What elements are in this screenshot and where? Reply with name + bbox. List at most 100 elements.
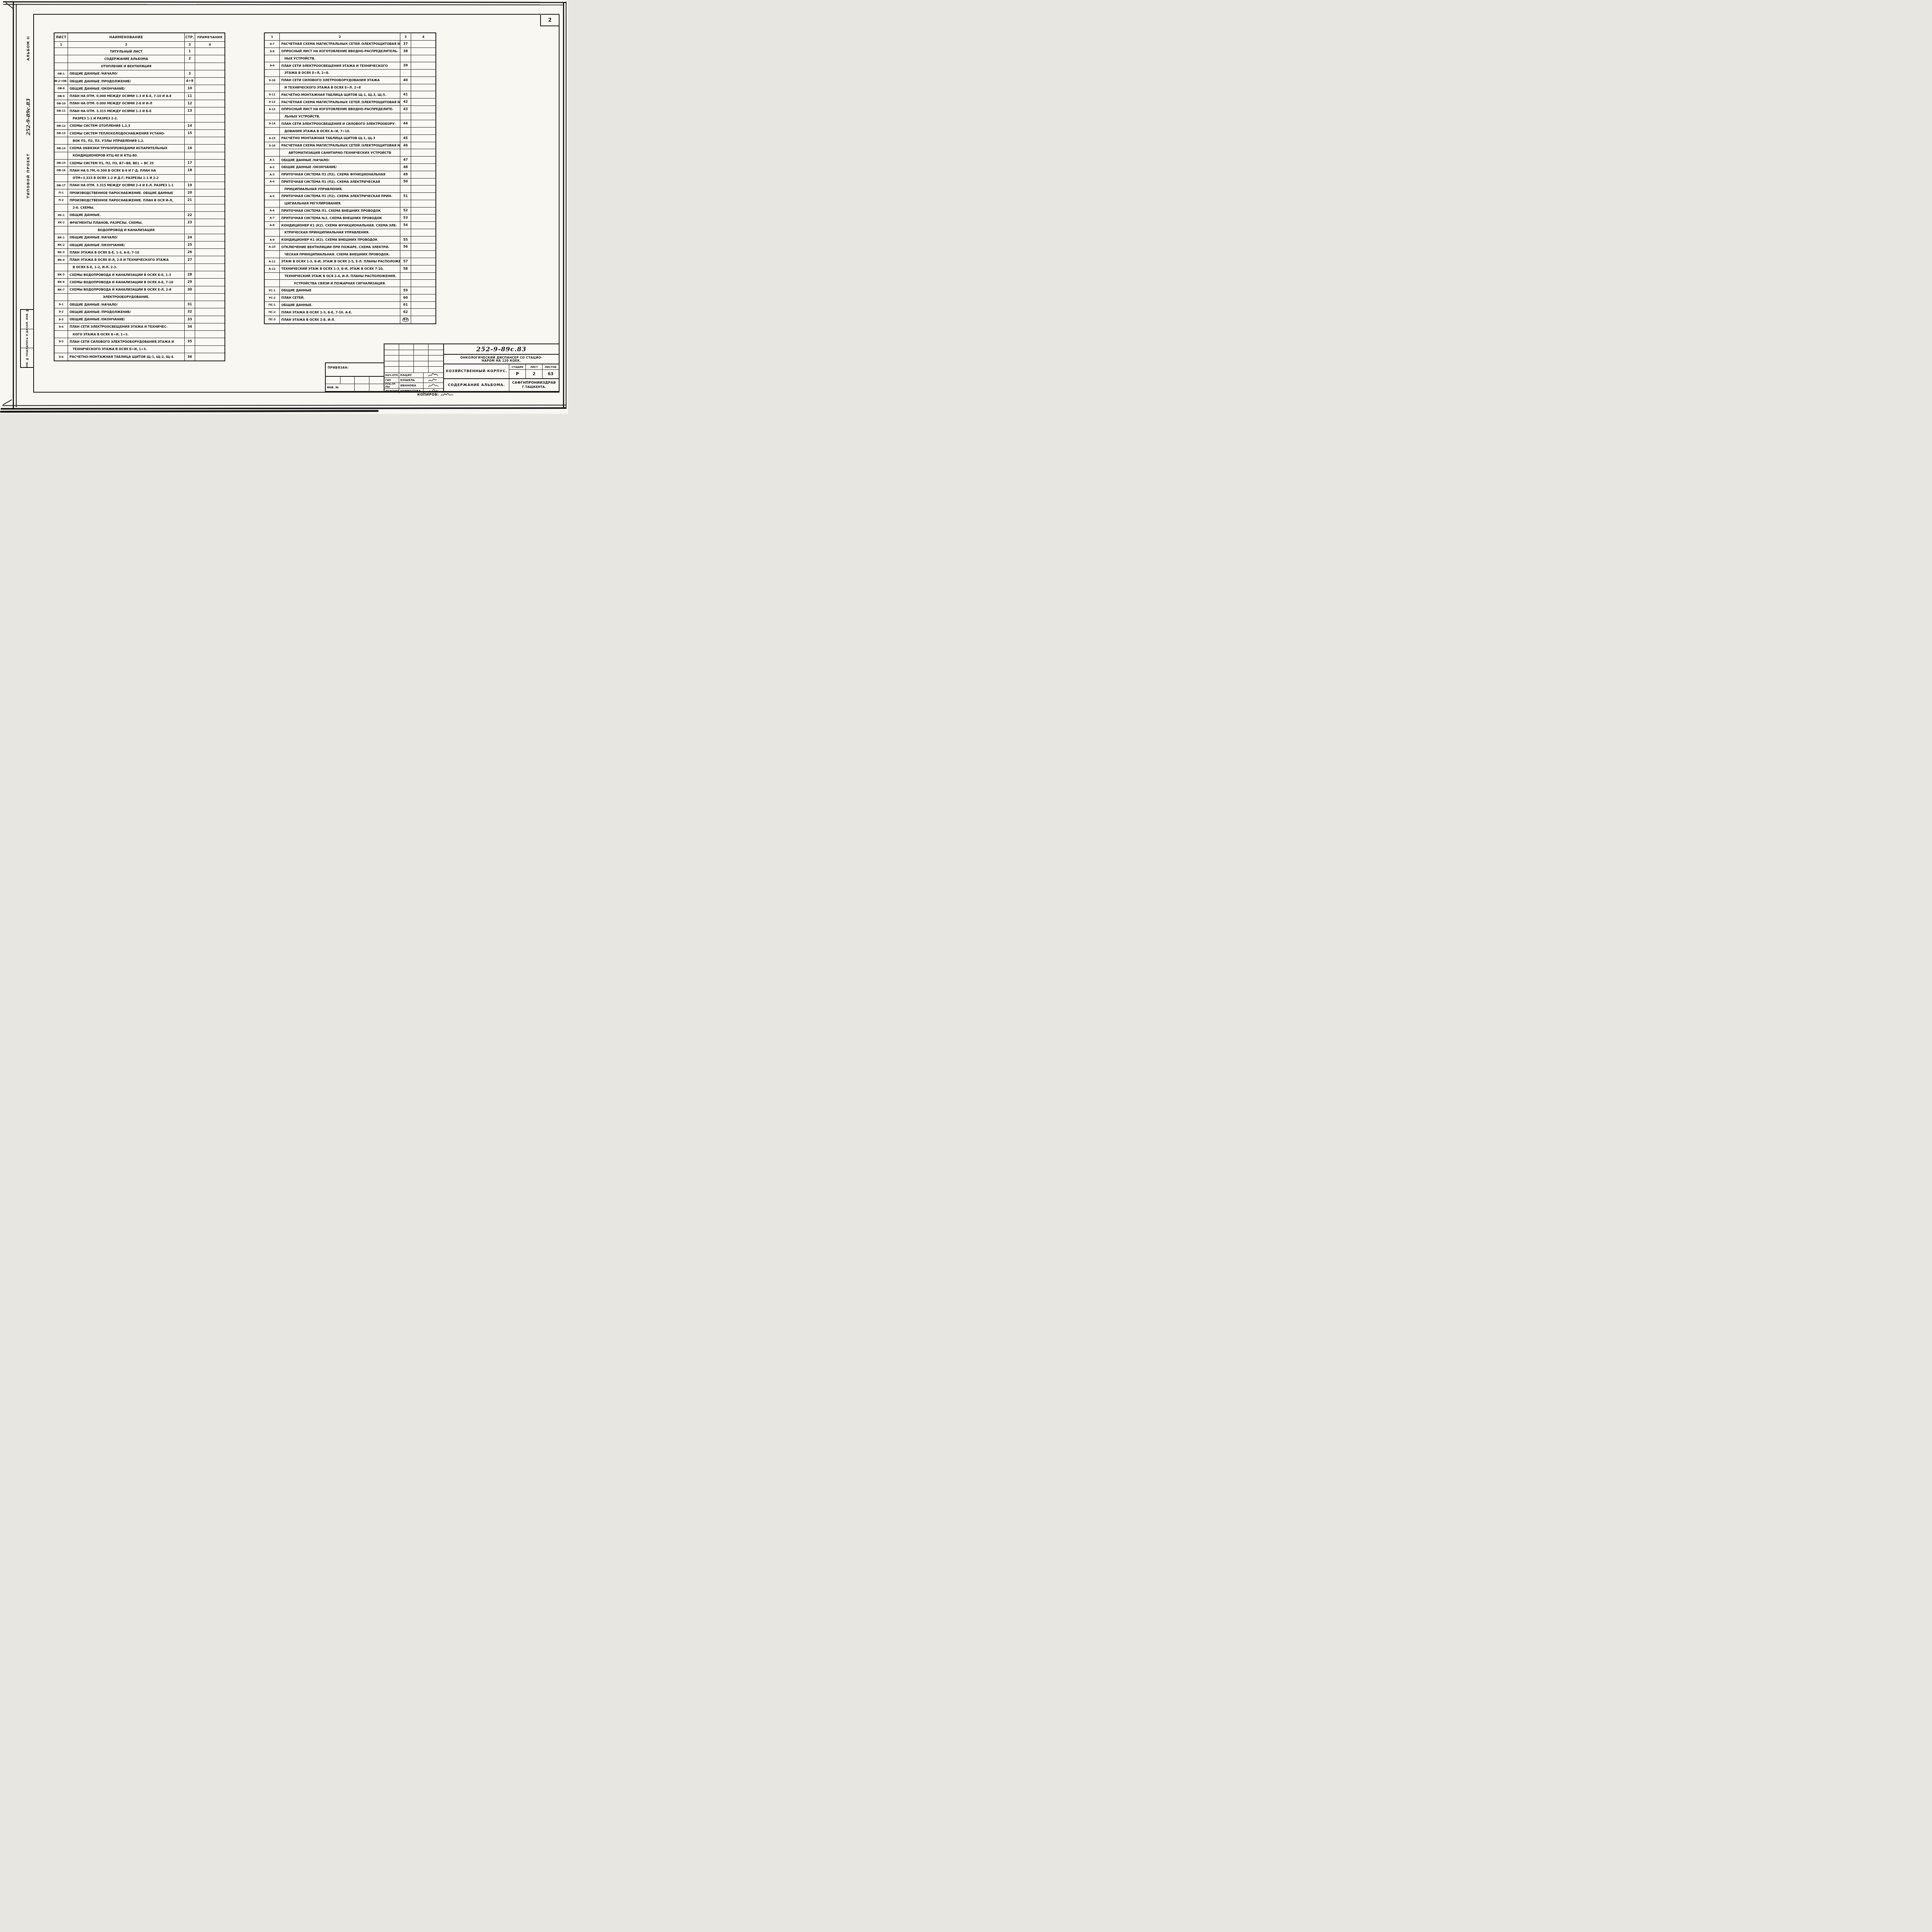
table-row: ХК-1 Общие данные. 22 [54, 211, 224, 219]
name-cell: План сети силового элетрооборудования эт… [280, 77, 400, 84]
code-cell [265, 149, 280, 156]
name-cell: План этажа в осях 1-3, Б-Е, 7-10. А-Е. [280, 309, 400, 316]
notes-cell [411, 84, 435, 91]
page-number: 14 [187, 124, 192, 128]
table-row: цигиальная регулирования. [265, 200, 435, 207]
page-cell [400, 229, 411, 236]
page-cell: 17 [185, 159, 195, 167]
code-cell: ОВ-8 [54, 85, 68, 92]
name-cell: Схема обвязки трубопроводами испарительн… [68, 145, 185, 152]
page-cell [400, 70, 411, 77]
page-number: 58 [403, 267, 408, 271]
page-number: 17 [187, 161, 192, 165]
table-row: А-2 Общие данные /окончание/48 [265, 164, 435, 171]
page-cell [185, 174, 195, 182]
name-cell: Кондиционер К1 (К2). Схема внешних прово… [280, 236, 400, 243]
border-line [563, 2, 564, 407]
code-cell: Э-6 [54, 353, 68, 361]
notes-cell [195, 323, 224, 330]
page-cell: 3 [185, 70, 195, 78]
sheet-number-box: 2 [540, 15, 559, 26]
name-cell: приципиальная управления. [280, 185, 400, 193]
notes-cell [195, 353, 224, 361]
table-row: технический этаж в ося 2-4, И-Л. Планы р… [265, 272, 435, 280]
notes-cell [195, 316, 224, 323]
page-number: 46 [403, 143, 408, 148]
page-cell: 15 [185, 129, 195, 137]
page-cell: 50 [400, 178, 411, 185]
code-cell [265, 84, 280, 91]
name-cell: технический этаж в ося 2-4, И-Л. Планы р… [280, 272, 400, 280]
page-number: 47 [403, 158, 408, 162]
code-cell: ОВ-11 [54, 107, 68, 115]
name-cell: Водопровод и канализация [68, 226, 185, 234]
table-row: А-9 Кондиционер К1 (К2). Схема внешних пр… [265, 236, 435, 244]
code-cell [54, 63, 68, 70]
border-line [3, 4, 565, 5]
page-number: 49 [403, 172, 408, 177]
table-row: А-3 Приточная система П1 (П2). Схема функ… [265, 171, 435, 179]
table-row: А-6 Приточная система П1. Схема внешних п… [265, 207, 435, 215]
code-cell [265, 128, 280, 134]
code-cell: А-7 [265, 214, 280, 222]
table-row: Разрез 1-1 и Разрез 2-2. [54, 115, 224, 122]
page-cell [185, 137, 195, 145]
table-row: Э-6 Расчетно-монтажная таблица щитов Щ-1,… [54, 353, 224, 361]
header-name: Наименование [68, 33, 185, 41]
table-row: льных устройств. [265, 113, 435, 121]
page-cell: 2 [185, 55, 195, 63]
table-row: ОВ-10 План на отм. 0.000 между осями 2-8 … [54, 100, 224, 108]
name-cell: Расчетная схема магистральных сетей /эле… [280, 41, 400, 48]
name-cell: 2-6. Схемы. [68, 204, 185, 211]
notes-cell [411, 294, 435, 301]
notes-cell [195, 107, 224, 114]
code-cell [54, 174, 68, 182]
table-row: УС-2 План сетей. 60 [265, 294, 435, 302]
page-number: 52 [403, 209, 408, 213]
page-cell: 25 [185, 241, 195, 249]
code-cell: Э-16 [265, 142, 280, 149]
notes-cell [195, 137, 224, 144]
name-cell: Этаж в осях 1-3, Б-И; этаж в осях 2-5, Е… [280, 258, 400, 265]
name-cell: Общие данные /продолжение/ [68, 308, 185, 316]
table-row: Э-16 Расчетная схема магистральных сетей … [265, 142, 435, 150]
name-cell: Схемы водопровода и канализации в осях Е… [68, 286, 185, 293]
column-numbers-row: 1 2 3 4 [54, 42, 224, 48]
margin-stamp-column: Взам. инв. № Подпись и дата Инв. № подл. [20, 309, 34, 368]
table-row: технического этажа в осях Б÷И, 1÷3. [54, 345, 224, 353]
code-cell [54, 48, 68, 55]
person-name: Кошель [399, 378, 423, 383]
notes-cell [411, 258, 435, 265]
name-cell: Общие данные /окончание/ [280, 164, 400, 171]
notes-cell [411, 156, 435, 163]
code-cell: А-6 [265, 207, 280, 214]
page-number: 40 [403, 78, 408, 82]
copier-label: Копиров: [417, 393, 439, 397]
code-cell: ВК-3 [54, 249, 68, 256]
scan-smudge [0, 410, 379, 413]
page-number: 56 [403, 245, 408, 249]
table-row: ОВ-15 Схемы систем П1, П2, П3, В7÷В8, ВЕ1… [54, 159, 224, 167]
table-row: и технического этажа в осях Е÷Л. 2÷8 [265, 84, 435, 92]
code-cell: Э-13 [265, 105, 280, 113]
notes-cell [195, 219, 224, 226]
grid-cell [355, 377, 369, 384]
table-row: Содержание альбома 2 [54, 55, 224, 63]
page-cell: 45 [400, 134, 411, 142]
table-row: ОВ-16 План на 0.7М,-0.300 в осях 8-9 и Г-… [54, 167, 224, 175]
page-cell: 10 [185, 85, 195, 92]
table-row: Автоматизация санитарно-технических устр… [265, 149, 435, 157]
table-row: ВК-2 Общие данные /окончание/25 [54, 241, 224, 249]
table-row: ОВ-17 План на отм. 3.315 между осями 2-4 … [54, 182, 224, 190]
code-cell: ОВ-15 [54, 159, 68, 167]
page-number: 44 [403, 122, 408, 126]
code-cell: ОВ-16 [54, 167, 68, 174]
page-number: 51 [403, 194, 408, 198]
code-cell: ВК-6 [54, 279, 68, 286]
code-cell: А-12 [265, 265, 280, 272]
code-cell: ПС-1 [265, 301, 280, 309]
page-number: 3 [189, 71, 191, 76]
table-row: кого этажа в осях Б÷И, 1÷3. [54, 331, 224, 338]
sheet-label: Лист [526, 364, 543, 369]
page-cell: 57 [400, 258, 411, 265]
